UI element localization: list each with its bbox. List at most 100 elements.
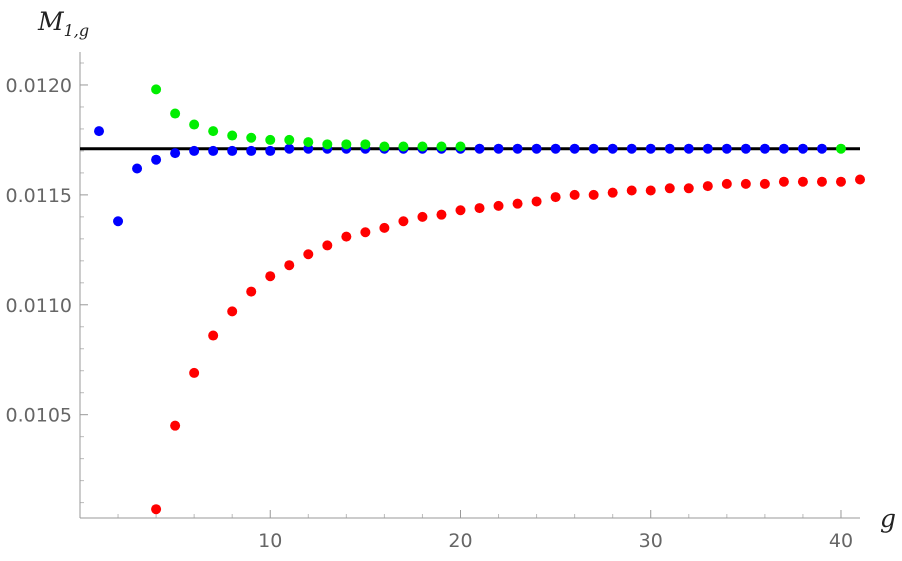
data-point (341, 231, 352, 242)
y-tick-label: 0.0105 (6, 405, 72, 427)
data-point (569, 143, 580, 154)
data-point (227, 145, 238, 156)
minor-ticks (80, 62, 804, 518)
data-point (303, 249, 314, 260)
data-point (512, 143, 523, 154)
data-point (531, 196, 542, 207)
data-point (721, 143, 732, 154)
data-point (645, 185, 656, 196)
data-point (208, 330, 219, 341)
data-point (189, 145, 200, 156)
data-points (94, 84, 865, 515)
data-point (189, 367, 200, 378)
data-point (132, 163, 143, 174)
data-point (455, 205, 466, 216)
data-point (303, 137, 314, 148)
data-point (702, 181, 713, 192)
data-point (246, 145, 257, 156)
data-point (778, 143, 789, 154)
data-point (626, 143, 637, 154)
data-point (797, 143, 808, 154)
data-point (284, 134, 295, 145)
data-point (265, 271, 276, 282)
data-point (816, 143, 827, 154)
data-point (398, 141, 409, 152)
data-point (436, 209, 447, 220)
data-point (702, 143, 713, 154)
data-point (360, 227, 371, 238)
y-tick-label: 0.0115 (6, 185, 72, 207)
data-point (835, 143, 846, 154)
data-point (645, 143, 656, 154)
data-point (170, 108, 181, 119)
data-point (151, 154, 162, 165)
y-axis-label: M1,g (37, 7, 89, 40)
data-point (569, 189, 580, 200)
data-point (607, 143, 618, 154)
x-axis-label: g (880, 504, 896, 533)
data-point (360, 139, 371, 150)
data-point (740, 178, 751, 189)
data-point (246, 286, 257, 297)
data-point (94, 126, 105, 137)
data-point (246, 132, 257, 143)
data-point (170, 148, 181, 159)
data-point (151, 84, 162, 95)
data-point (759, 178, 770, 189)
x-tick-label: 10 (258, 530, 282, 552)
data-point (740, 143, 751, 154)
data-point (265, 134, 276, 145)
data-point (265, 145, 276, 156)
data-point (588, 143, 599, 154)
y-axis-label-subscript: 1,g (64, 21, 90, 40)
data-point (322, 139, 333, 150)
x-tick-label: 40 (829, 530, 853, 552)
data-point (835, 176, 846, 187)
data-point (664, 183, 675, 194)
data-point (455, 141, 466, 152)
data-point (512, 198, 523, 209)
data-point (797, 176, 808, 187)
data-point (151, 504, 162, 515)
data-point (170, 420, 181, 431)
data-point (550, 143, 561, 154)
data-point (531, 143, 542, 154)
data-point (493, 200, 504, 211)
data-point (474, 203, 485, 214)
data-point (417, 211, 428, 222)
data-point (227, 130, 238, 141)
data-point (474, 143, 485, 154)
data-point (322, 240, 333, 251)
y-tick-label: 0.0120 (6, 75, 72, 97)
x-tick-label: 30 (639, 530, 663, 552)
data-point (341, 139, 352, 150)
data-point (208, 145, 219, 156)
y-ticks: 0.0105 0.0110 0.0115 0.0120 (6, 75, 88, 427)
data-point (588, 189, 599, 200)
data-point (417, 141, 428, 152)
y-tick-label: 0.0110 (6, 295, 72, 317)
data-point (379, 222, 390, 233)
data-point (284, 260, 295, 271)
data-point (227, 306, 238, 317)
data-point (113, 216, 124, 227)
data-point (816, 176, 827, 187)
data-point (778, 176, 789, 187)
data-point (759, 143, 770, 154)
data-point (664, 143, 675, 154)
data-point (626, 185, 637, 196)
data-point (208, 126, 219, 137)
y-axis-label-main: M (37, 7, 65, 36)
data-point (683, 183, 694, 194)
data-point (683, 143, 694, 154)
data-point (284, 143, 295, 154)
data-point (436, 141, 447, 152)
data-point (398, 216, 409, 227)
data-point (721, 178, 732, 189)
data-point (189, 119, 200, 130)
data-point (379, 141, 390, 152)
data-point (493, 143, 504, 154)
x-tick-label: 20 (448, 530, 472, 552)
data-point (855, 174, 865, 185)
